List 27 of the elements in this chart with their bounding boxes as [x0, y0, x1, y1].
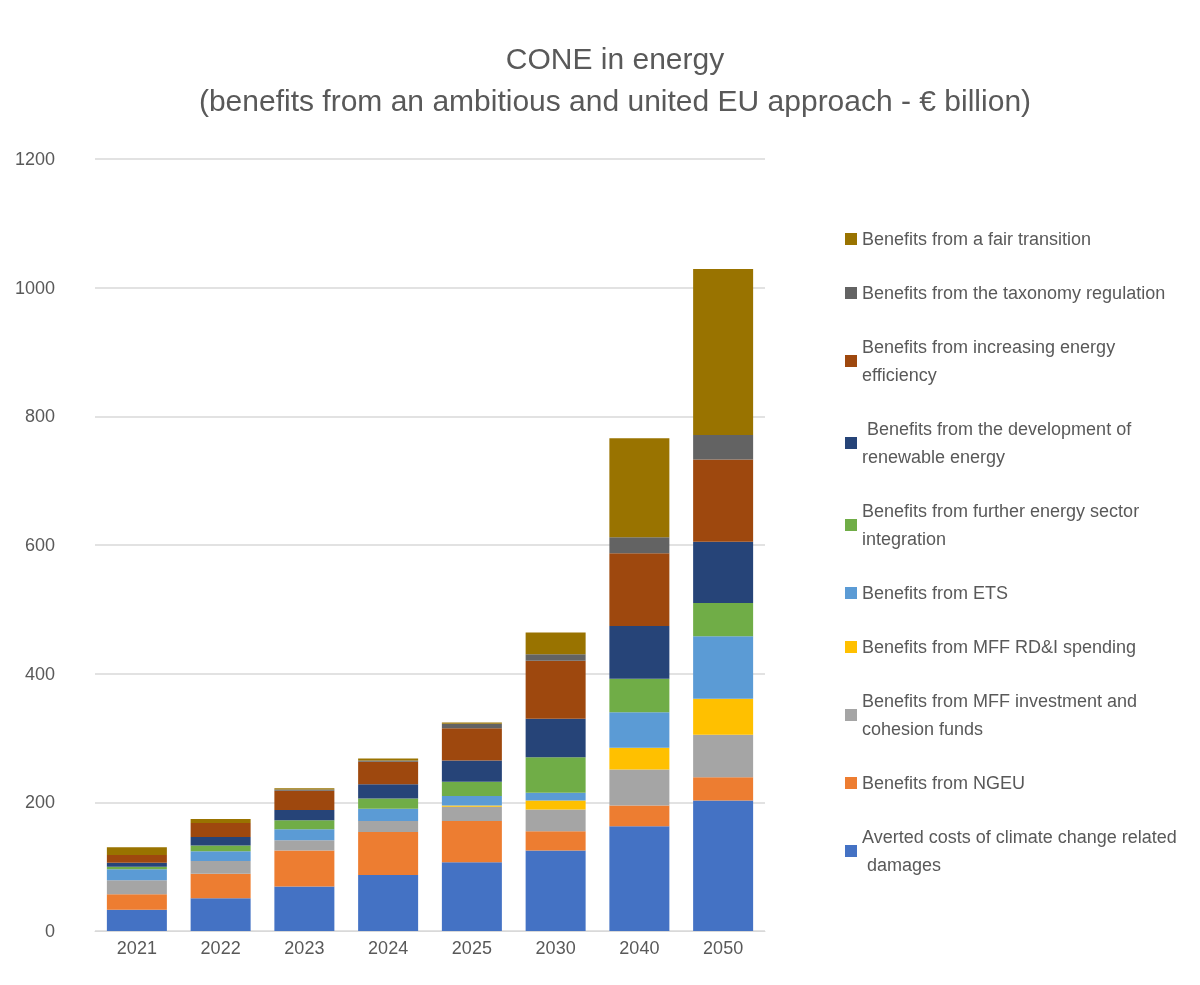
- y-tick-label: 1200: [14, 149, 55, 169]
- x-tick-label: 2023: [284, 938, 325, 958]
- x-tick-label: 2050: [703, 938, 744, 958]
- x-tick-label: 2022: [200, 938, 241, 958]
- chart-subtitle: (benefits from an ambitious and united EU approach - € billion): [198, 83, 1032, 117]
- x-tick-label: 2030: [535, 938, 576, 958]
- legend-label: Benefits from NGEU: [862, 773, 1026, 793]
- y-tick-label: 600: [24, 535, 55, 555]
- x-tick-label: 2040: [619, 938, 660, 958]
- x-tick-label: 2021: [116, 938, 157, 958]
- legend-label: Benefits from the development of renewable energy: [862, 419, 1137, 467]
- y-tick-label: 0: [44, 921, 55, 941]
- legend-label: Benefits from the taxonomy regulation: [862, 283, 1166, 303]
- x-tick-label: 2024: [368, 938, 409, 958]
- y-tick-label: 200: [24, 792, 55, 813]
- y-tick-label: 1000: [14, 277, 55, 298]
- y-tick-label: 800: [24, 406, 55, 427]
- legend-label: Benefits from further energy sector integration: [862, 501, 1145, 549]
- legend-label: Benefits from MFF investment and cohesion funds: [862, 691, 1143, 739]
- legend-label: Benefits from MFF RD&I spending: [862, 637, 1137, 657]
- y-tick-label: 400: [24, 663, 55, 684]
- legend-label: Benefits from a fair transition: [862, 229, 1092, 249]
- legend-label: Averted costs of climate change related damages: [862, 827, 1177, 875]
- x-tick-label: 2025: [451, 938, 492, 958]
- legend-label: Benefits from ETS: [862, 583, 1009, 603]
- legend-label: Benefits from increasing energy efficiency: [862, 337, 1121, 385]
- chart-title: CONE in energy: [505, 41, 725, 75]
